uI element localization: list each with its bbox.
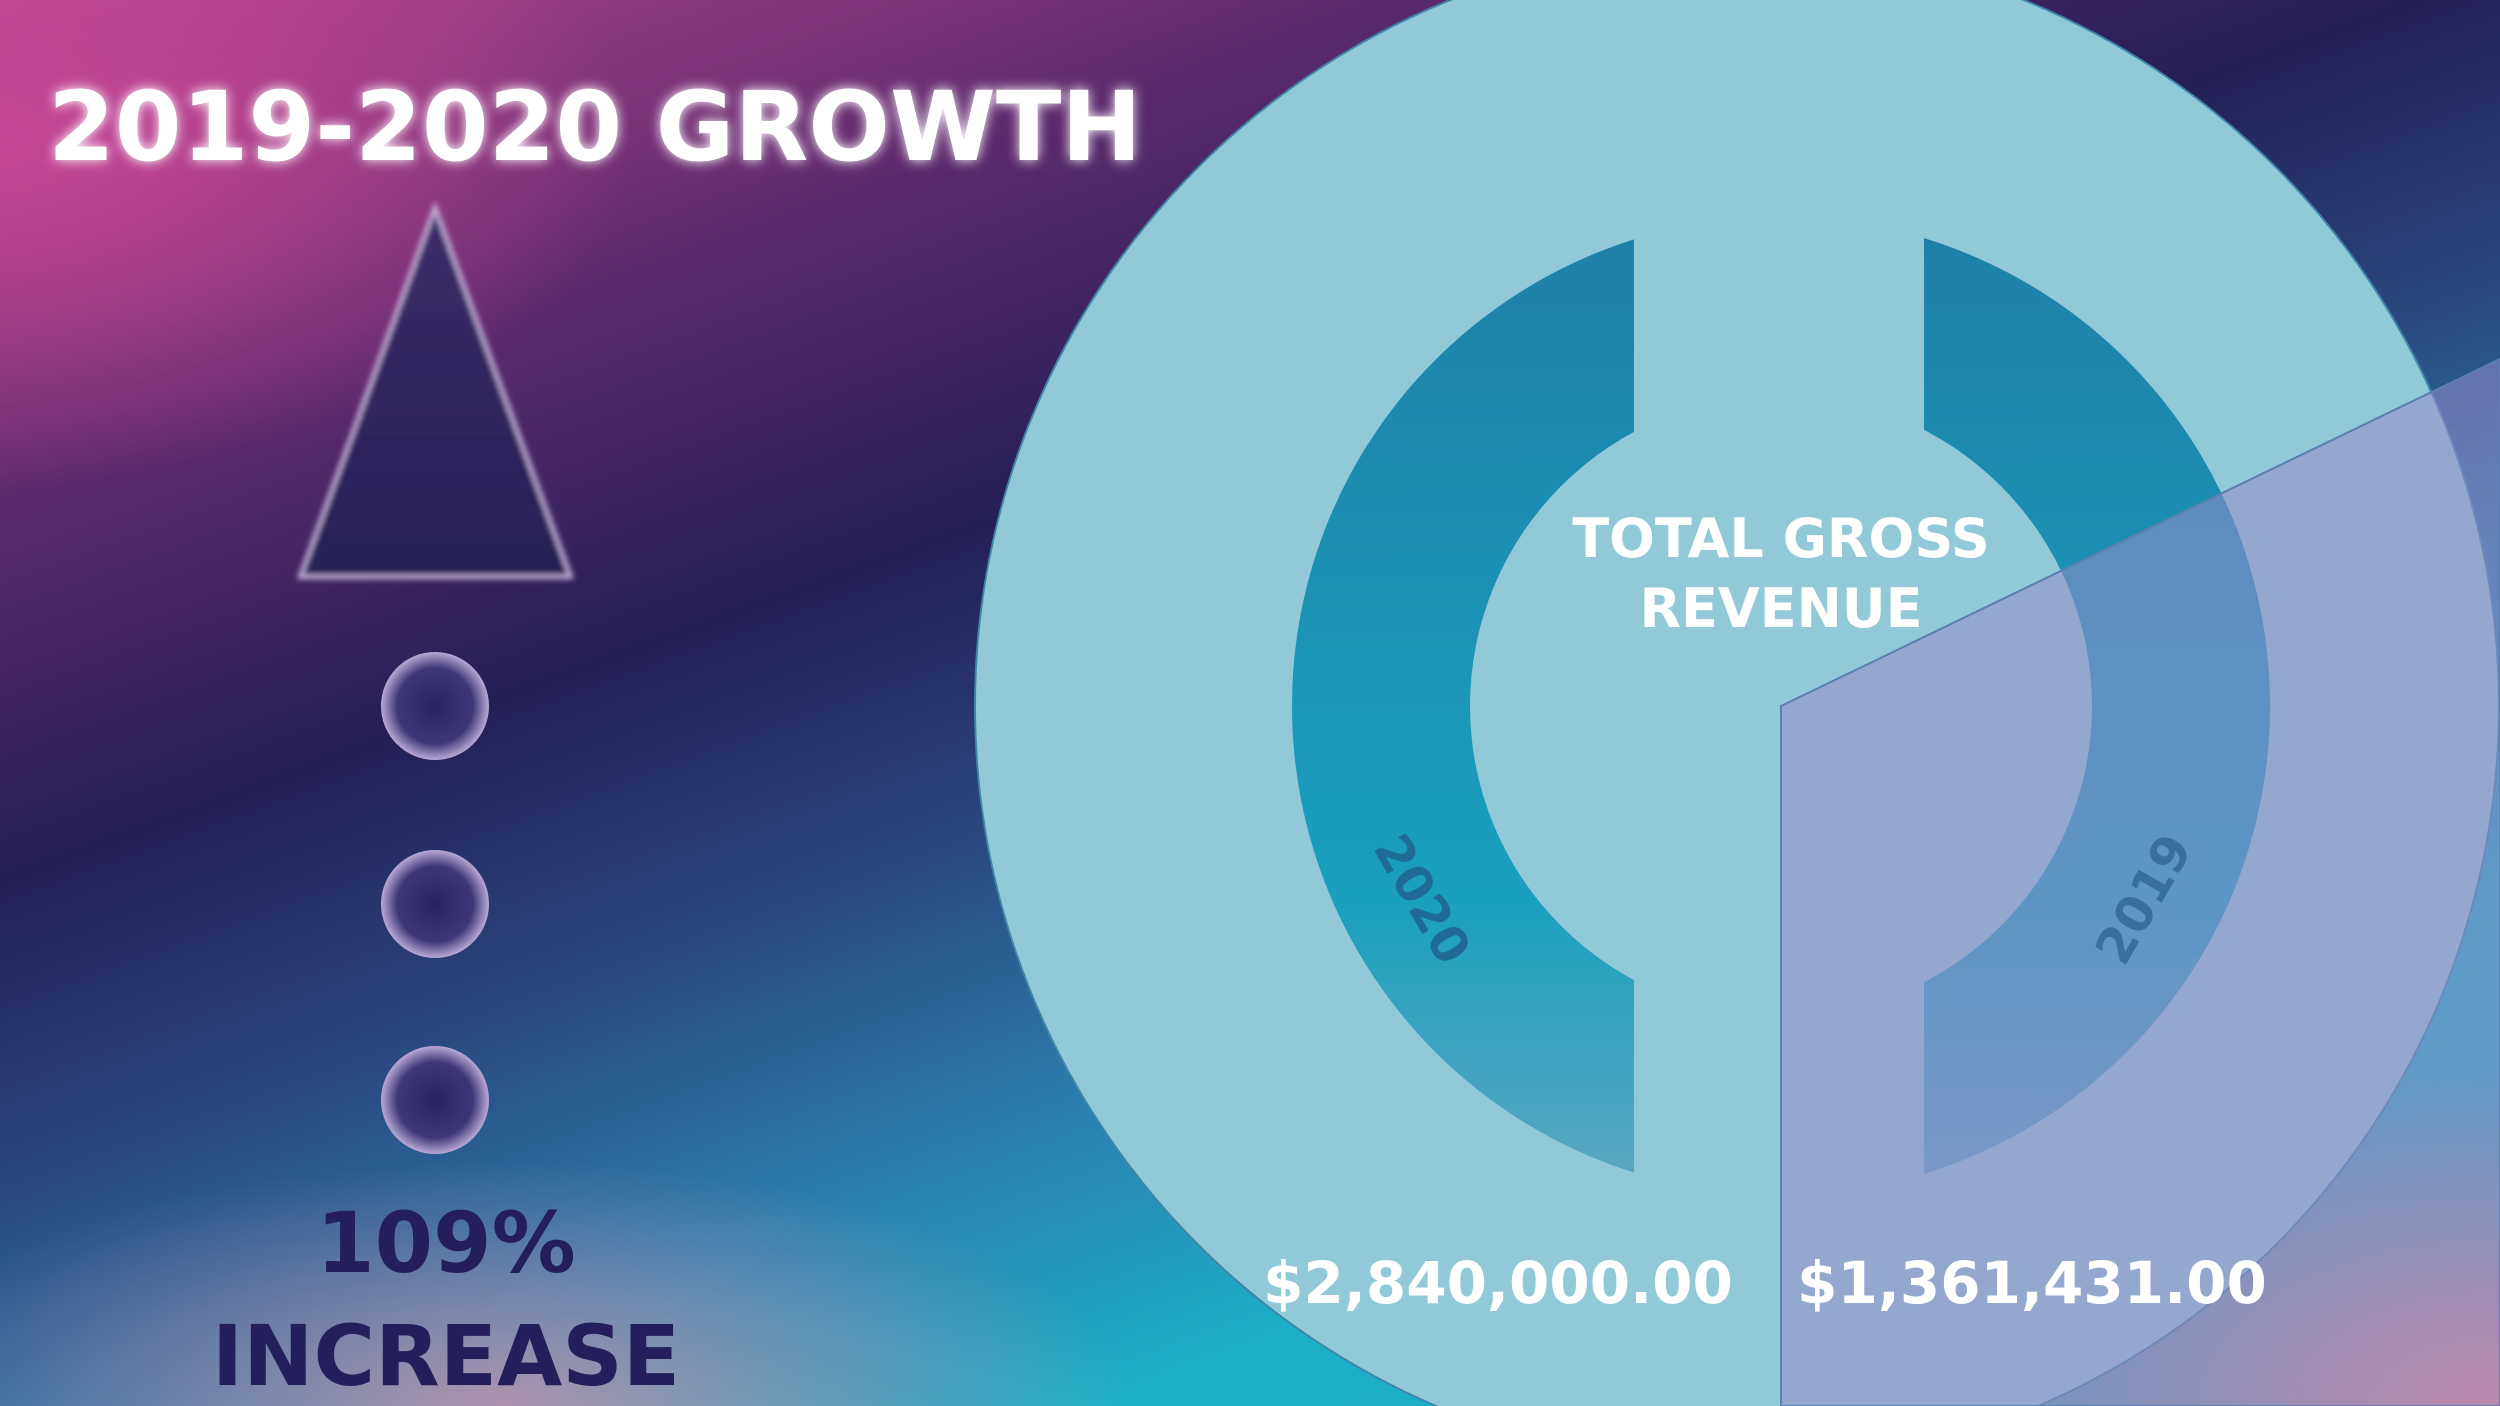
ring-2020 xyxy=(1292,239,1634,1173)
overlay-panel xyxy=(1780,357,2500,1406)
center-label: REVENUE xyxy=(1639,577,1922,640)
dot xyxy=(381,652,489,760)
amount: $2,840,000.00 xyxy=(1263,1249,1733,1317)
title: 2019-2020 GROWTH xyxy=(48,71,1142,183)
arrow-head xyxy=(297,201,574,579)
amount: $1,361,431.00 xyxy=(1797,1249,2267,1317)
center-label: TOTAL GROSS xyxy=(1572,507,1990,570)
growth-label: INCREASE xyxy=(212,1307,680,1405)
dot xyxy=(381,1046,489,1154)
growth-percent: 109% xyxy=(316,1194,576,1292)
dot xyxy=(381,850,489,958)
